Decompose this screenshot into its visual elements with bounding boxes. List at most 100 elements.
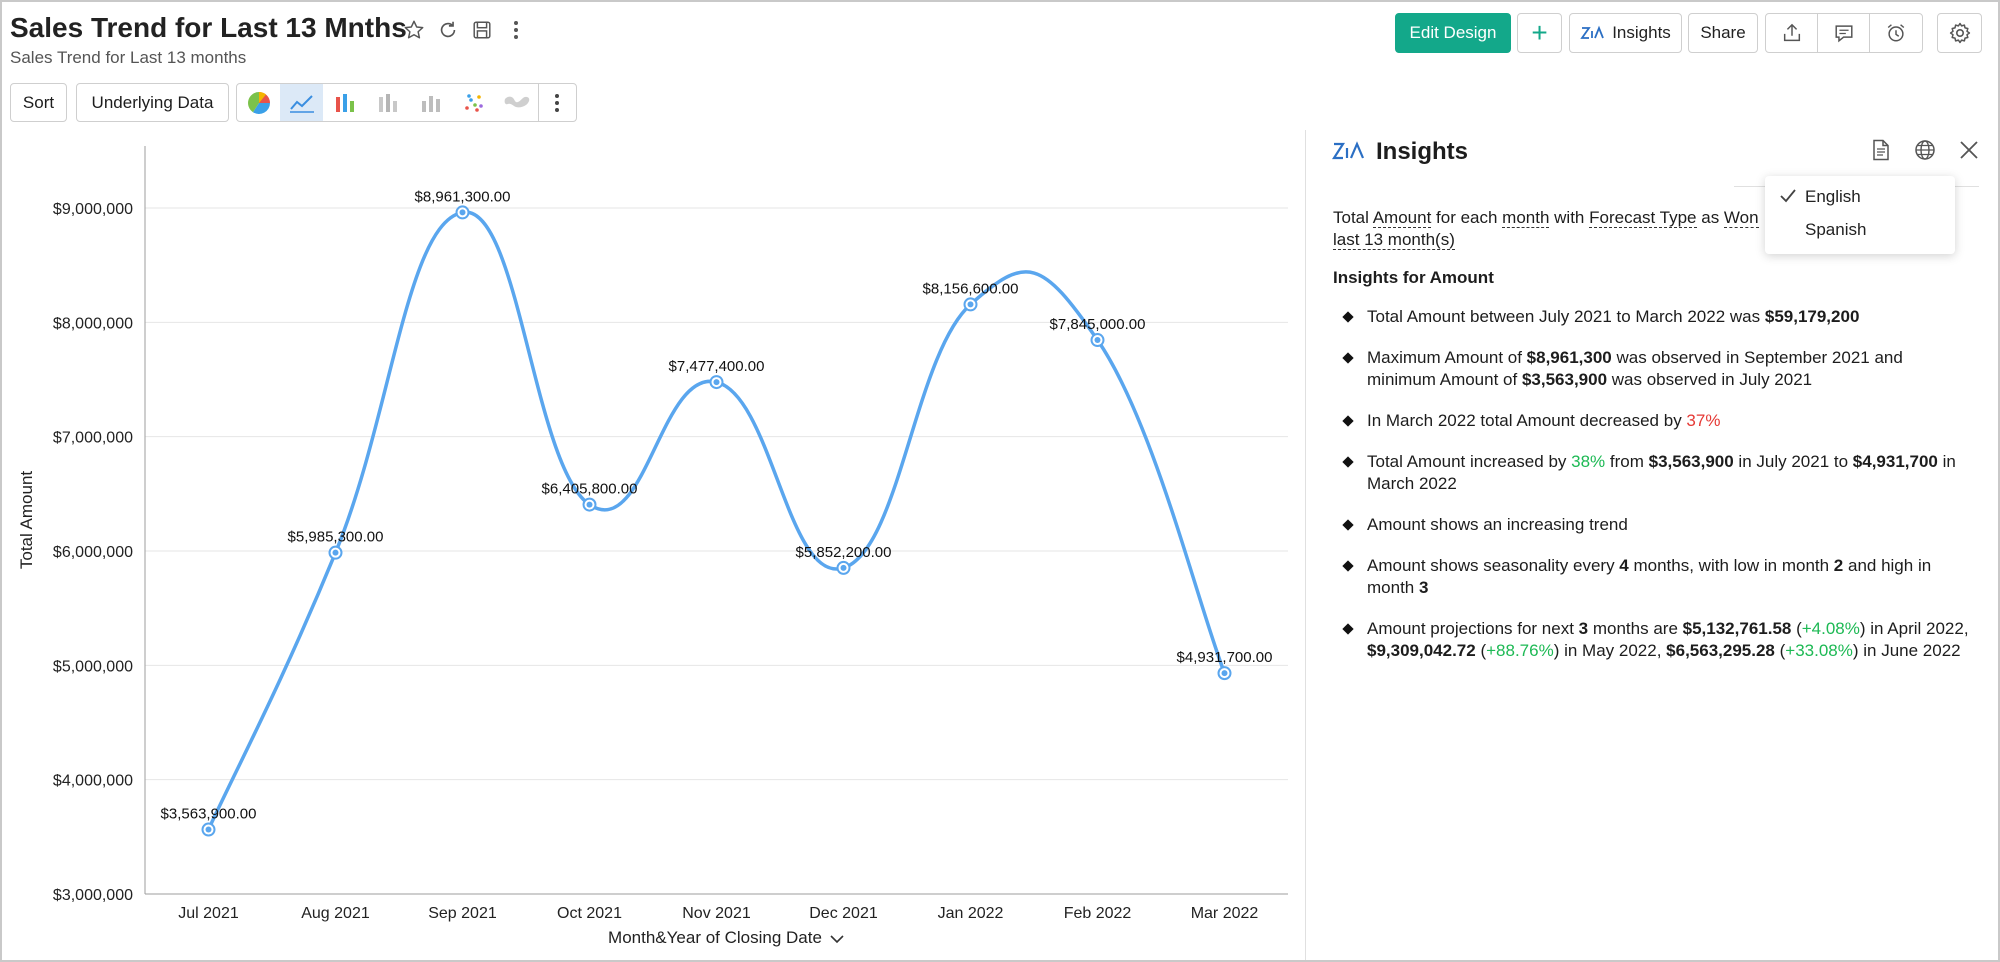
insight-text: $3,563,900: [1521, 370, 1608, 389]
settings-gear-button[interactable]: [1937, 13, 1982, 53]
scatter-chart-icon[interactable]: [452, 84, 495, 121]
language-option-english[interactable]: English: [1805, 187, 1861, 206]
insight-text: months, with low in month: [1628, 556, 1834, 575]
dimension-link[interactable]: month: [1502, 208, 1550, 228]
bullet-diamond-icon: [1342, 352, 1354, 364]
insight-item: Amount shows an increasing trend: [1333, 514, 1973, 536]
insight-text: was observed in July 2021: [1607, 370, 1813, 389]
y-tick-label: $4,000,000: [53, 773, 133, 790]
x-tick-label: Feb 2022: [1064, 905, 1132, 922]
gear-icon: [1949, 22, 1970, 44]
insight-text: 2: [1833, 556, 1844, 575]
zia-icon: [1580, 25, 1605, 39]
underlying-data-button[interactable]: Underlying Data: [76, 83, 229, 122]
bullet-diamond-icon: [1342, 519, 1354, 531]
insight-text: was observed in September 2021 and minim…: [1367, 348, 1903, 389]
insight-text: +33.08%: [1785, 641, 1853, 660]
measure-link[interactable]: Amount: [1372, 208, 1432, 228]
document-icon[interactable]: [1869, 138, 1893, 162]
data-point-core: [967, 301, 974, 308]
add-button[interactable]: +: [1517, 13, 1562, 53]
insight-item: Amount shows seasonality every 4 months,…: [1333, 555, 1973, 599]
map-chart-icon[interactable]: [495, 84, 538, 121]
export-icon[interactable]: [1766, 14, 1818, 52]
data-label: $8,961,300.00: [415, 188, 511, 205]
x-tick-label: Aug 2021: [301, 905, 370, 922]
x-tick-label: Mar 2022: [1191, 905, 1259, 922]
insight-text: 3: [1418, 578, 1429, 597]
data-point-core: [1221, 670, 1228, 677]
insight-text: (: [1791, 619, 1802, 638]
bullet-diamond-icon: [1342, 415, 1354, 427]
data-point-core: [713, 379, 720, 386]
stacked-bar-icon[interactable]: [366, 84, 409, 121]
insights-button-label: Insights: [1612, 23, 1671, 42]
x-tick-label: Dec 2021: [809, 905, 878, 922]
insight-text: (: [1774, 641, 1786, 660]
chart-type-switcher: [236, 83, 577, 122]
data-point-core: [586, 501, 593, 508]
pie-chart-icon[interactable]: [237, 84, 280, 121]
insight-text: in March 2022: [1367, 452, 1956, 493]
column-chart-icon[interactable]: [409, 84, 452, 121]
x-axis-dropdown-chevron-icon[interactable]: [830, 935, 844, 944]
sort-button[interactable]: Sort: [10, 83, 67, 122]
filter-value-link[interactable]: Won: [1723, 208, 1759, 228]
insight-text: $9,309,042.72: [1367, 641, 1476, 660]
data-point-core: [205, 826, 212, 833]
language-option-spanish[interactable]: Spanish: [1805, 220, 1867, 239]
zia-logo-icon: [1331, 140, 1366, 167]
insights-panel-title: Insights: [1376, 138, 1469, 165]
bar-chart-icon[interactable]: [323, 84, 366, 121]
x-tick-label: Jul 2021: [178, 905, 239, 922]
insights-panel: Insights Total Amount for each month wit…: [1305, 130, 1998, 960]
insight-item: In March 2022 total Amount decreased by …: [1333, 410, 1973, 432]
y-tick-label: $7,000,000: [53, 430, 133, 447]
insights-panel-actions: [1869, 138, 1981, 162]
insight-text: months are: [1588, 619, 1683, 638]
close-icon[interactable]: [1957, 138, 1981, 162]
x-tick-label: Jan 2022: [938, 905, 1004, 922]
data-label: $5,985,300.00: [288, 529, 384, 546]
y-tick-label: $9,000,000: [53, 201, 133, 218]
insights-heading: Insights for Amount: [1333, 268, 1494, 287]
data-label: $6,405,800.00: [542, 481, 638, 498]
insight-text: 4: [1619, 556, 1629, 575]
insight-text: $6,563,295.28: [1666, 641, 1775, 660]
insight-text: Amount projections for next: [1367, 619, 1579, 638]
filter-field-link[interactable]: Forecast Type: [1589, 208, 1697, 228]
chart-svg: Total Amount Month&Year of Closing Date …: [17, 146, 1288, 947]
comment-icon[interactable]: [1818, 14, 1870, 52]
insight-text: +4.08%: [1801, 619, 1860, 638]
more-vertical-icon[interactable]: [504, 18, 528, 42]
language-dropdown: English Spanish: [1765, 176, 1955, 254]
insight-text: 37%: [1686, 411, 1721, 430]
data-label: $7,477,400.00: [669, 358, 765, 375]
save-icon[interactable]: [470, 18, 494, 42]
chart-more-icon[interactable]: [538, 84, 574, 121]
insight-text: Amount shows an increasing trend: [1367, 515, 1628, 534]
bullet-diamond-icon: [1342, 560, 1354, 572]
line-chart: Total Amount Month&Year of Closing Date …: [0, 130, 1305, 962]
insight-text: $8,961,300: [1526, 348, 1612, 367]
star-icon[interactable]: [402, 18, 426, 42]
insights-button[interactable]: Insights: [1569, 13, 1682, 53]
edit-design-button[interactable]: Edit Design: [1395, 13, 1511, 53]
x-axis-label[interactable]: Month&Year of Closing Date: [608, 928, 822, 947]
insight-text: Total Amount increased by: [1367, 452, 1572, 471]
globe-icon[interactable]: [1913, 138, 1937, 162]
x-tick-label: Nov 2021: [682, 905, 751, 922]
alarm-icon[interactable]: [1870, 14, 1922, 52]
share-button[interactable]: Share: [1688, 13, 1758, 53]
insight-text: $3,563,900: [1648, 452, 1734, 471]
data-label: $4,931,700.00: [1177, 649, 1273, 666]
report-title: Sales Trend for Last 13 Mnths: [10, 12, 407, 43]
refresh-icon[interactable]: [436, 18, 460, 42]
period-link[interactable]: last 13 month(s): [1333, 230, 1455, 250]
data-label: $8,156,600.00: [923, 280, 1019, 297]
data-label: $3,563,900.00: [161, 806, 257, 823]
insight-text: ) in May 2022,: [1553, 641, 1667, 660]
insight-item: Total Amount increased by 38% from $3,56…: [1333, 451, 1973, 495]
line-chart-icon[interactable]: [280, 84, 323, 121]
